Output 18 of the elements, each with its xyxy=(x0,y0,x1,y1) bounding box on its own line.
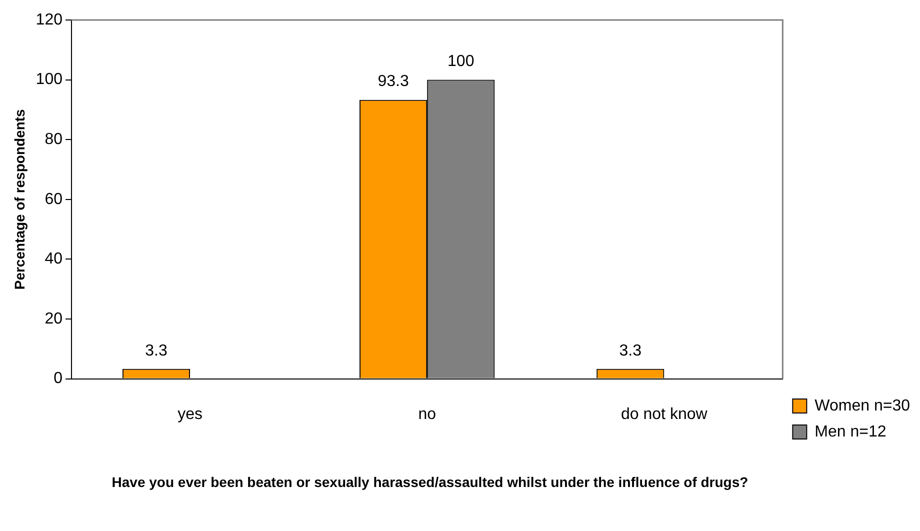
y-tick-label: 100 xyxy=(36,71,63,88)
y-axis-title: Percentage of respondents xyxy=(11,108,28,290)
data-label: 3.3 xyxy=(145,342,168,360)
y-tick-label: 60 xyxy=(44,190,63,208)
y-tick-label: 80 xyxy=(44,131,63,148)
data-label: 93.3 xyxy=(378,73,409,90)
legend-label: Women n=30 xyxy=(814,397,910,414)
x-tick-label: do not know xyxy=(621,406,708,423)
y-tick-label: 20 xyxy=(44,310,63,328)
x-tick-label: no xyxy=(418,406,436,423)
data-label: 100 xyxy=(448,53,474,70)
legend-label: Men n=12 xyxy=(814,423,886,440)
y-tick-label: 40 xyxy=(44,250,63,268)
x-axis-title: Have you ever been beaten or sexually harassed/assaulted whilst under the influence of drugs? xyxy=(110,473,750,492)
x-tick-label: yes xyxy=(178,406,202,423)
y-tick-label: 120 xyxy=(36,11,63,28)
y-tick-label: 0 xyxy=(54,370,63,388)
data-label: 3.3 xyxy=(619,342,642,360)
